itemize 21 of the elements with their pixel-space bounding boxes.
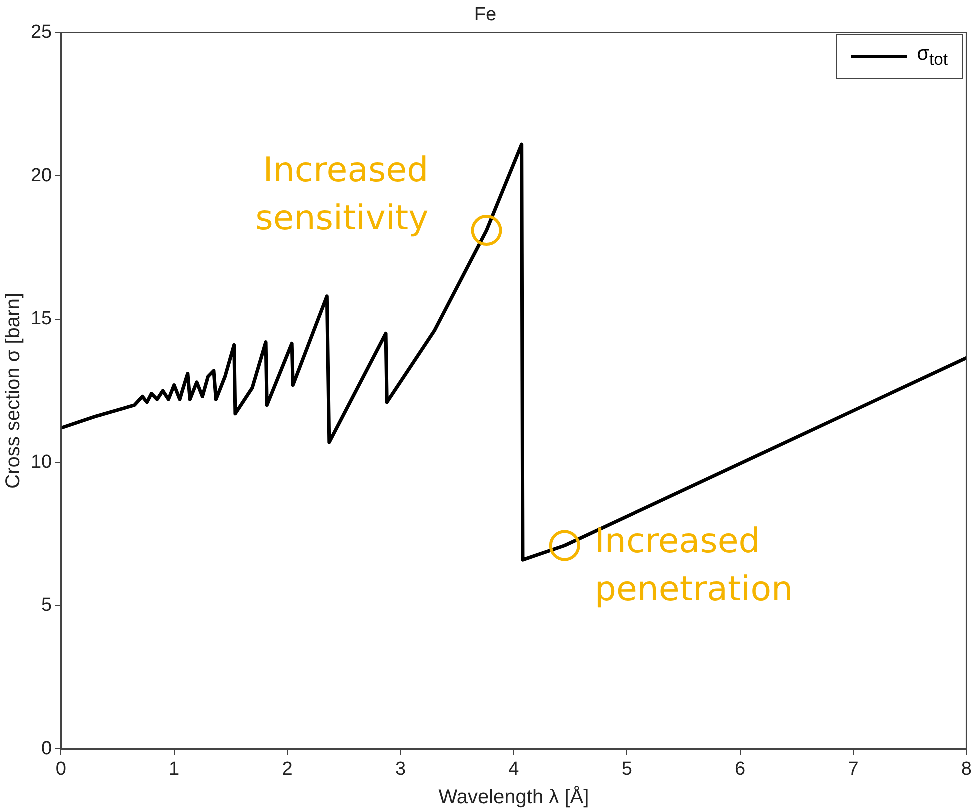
x-tick-label: 8: [961, 758, 972, 780]
x-tick-label: 5: [622, 758, 632, 780]
x-tick-label: 0: [56, 758, 66, 780]
x-tick-label: 3: [395, 758, 406, 780]
y-tick-label: 25: [30, 22, 52, 44]
y-tick-label: 20: [30, 165, 52, 186]
x-axis-title: Wavelength λ [Å]: [438, 786, 590, 809]
y-tick-label: 5: [42, 595, 52, 616]
x-tick-label: 2: [282, 758, 293, 780]
x-tick-label: 4: [508, 758, 520, 780]
y-tick-label: 10: [30, 452, 52, 473]
legend-label: σ$_{tot}$: [917, 43, 948, 70]
y-tick-label: 0: [42, 738, 52, 760]
x-tick-label: 1: [169, 758, 180, 780]
annotation: Increased penetration: [594, 522, 794, 610]
annotation: Increased sensitivity: [256, 150, 429, 238]
x-tick-label: 7: [848, 758, 859, 780]
y-axis-title: Cross section σ [barn]: [2, 293, 25, 489]
x-tick-label: 6: [735, 758, 746, 780]
y-tick-label: 15: [30, 308, 52, 330]
chart-title: Fe: [474, 4, 497, 26]
